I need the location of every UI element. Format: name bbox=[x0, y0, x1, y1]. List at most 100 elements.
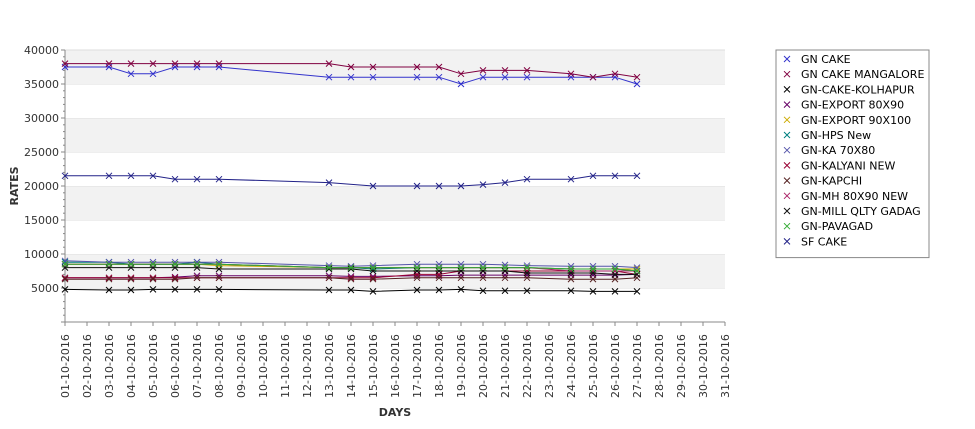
series-sf-cake bbox=[61, 172, 641, 190]
data-point bbox=[171, 275, 179, 283]
x-tick-label: 13-10-2016 bbox=[323, 334, 336, 398]
data-point bbox=[435, 264, 443, 271]
data-point bbox=[369, 275, 377, 283]
data-point bbox=[105, 286, 113, 294]
data-point bbox=[589, 262, 597, 270]
x-tick-label: 26-10-2016 bbox=[609, 334, 622, 398]
data-point bbox=[369, 274, 377, 282]
grid-band bbox=[65, 186, 725, 220]
data-point bbox=[61, 60, 69, 67]
data-point bbox=[523, 73, 531, 81]
data-point bbox=[369, 73, 377, 81]
data-point bbox=[457, 182, 465, 190]
data-point bbox=[501, 67, 509, 74]
legend-box bbox=[775, 49, 930, 259]
y-tick-label: 40000 bbox=[24, 44, 59, 57]
x-tick-label: 05-10-2016 bbox=[147, 334, 160, 398]
x-tick-label: 25-10-2016 bbox=[587, 334, 600, 398]
x-tick-label: 14-10-2016 bbox=[345, 334, 358, 398]
legend-marker bbox=[783, 207, 791, 215]
legend: GN CAKE GN CAKE MANGALORE GN-CAKE-KOLHAPUR… bbox=[775, 49, 930, 259]
data-point bbox=[127, 275, 135, 283]
data-point bbox=[633, 73, 641, 81]
data-point bbox=[501, 179, 509, 186]
data-point bbox=[325, 73, 333, 81]
series-gn-kapchi bbox=[61, 274, 641, 283]
legend-entry: GN-HPS New bbox=[801, 129, 871, 142]
series-line bbox=[64, 260, 638, 269]
data-point bbox=[61, 172, 69, 180]
x-tick-label: 03-10-2016 bbox=[103, 334, 116, 398]
data-point bbox=[105, 172, 113, 180]
x-tick-label: 28-10-2016 bbox=[653, 334, 666, 398]
legend-entry: GN CAKE MANGALORE bbox=[801, 68, 924, 81]
data-point bbox=[457, 286, 465, 293]
data-point bbox=[413, 274, 421, 282]
data-point bbox=[127, 286, 135, 294]
x-tick-label: 30-10-2016 bbox=[697, 334, 710, 398]
data-point bbox=[567, 70, 575, 78]
legend-entry: GN-CAKE-KOLHAPUR bbox=[801, 83, 915, 96]
x-tick-label: 21-10-2016 bbox=[499, 334, 512, 398]
data-point bbox=[501, 264, 509, 271]
data-point bbox=[589, 288, 597, 295]
legend-entry: GN-MH 80X90 NEW bbox=[801, 190, 908, 203]
series-line bbox=[65, 63, 638, 78]
data-point bbox=[413, 73, 421, 81]
data-point bbox=[105, 274, 113, 282]
legend-entry: GN CAKE bbox=[801, 53, 851, 66]
legend-marker bbox=[783, 238, 791, 245]
data-point bbox=[325, 264, 333, 271]
data-point bbox=[171, 274, 179, 282]
data-point bbox=[127, 260, 135, 268]
legend-marker bbox=[783, 86, 791, 93]
data-point bbox=[149, 286, 157, 293]
data-point bbox=[61, 260, 69, 268]
data-point bbox=[457, 80, 465, 88]
data-point bbox=[325, 265, 333, 273]
data-point bbox=[611, 275, 619, 283]
y-tick-label: 10000 bbox=[24, 248, 59, 261]
data-point bbox=[479, 287, 487, 295]
legend-entry: GN-KAPCHI bbox=[801, 175, 862, 188]
x-tick-label: 09-10-2016 bbox=[235, 334, 248, 398]
data-point bbox=[457, 274, 465, 282]
data-point bbox=[435, 73, 443, 81]
data-point bbox=[633, 288, 641, 295]
legend-marker bbox=[783, 131, 791, 139]
data-point bbox=[193, 274, 201, 282]
data-point bbox=[347, 73, 355, 81]
data-point bbox=[193, 60, 201, 67]
x-axis-title: DAYS bbox=[379, 406, 412, 419]
x-tick-label: 10-10-2016 bbox=[257, 334, 270, 398]
data-point bbox=[479, 67, 487, 74]
data-point bbox=[523, 67, 531, 74]
data-point bbox=[215, 286, 223, 293]
x-axis: 01-10-2016 02-10-2016 03-10-2016 04-10-2016… bbox=[59, 321, 732, 398]
data-point bbox=[149, 172, 157, 180]
x-tick-label: 19-10-2016 bbox=[455, 334, 468, 398]
data-point bbox=[501, 73, 509, 81]
data-point bbox=[567, 287, 575, 295]
data-point bbox=[611, 172, 619, 180]
data-point bbox=[369, 182, 377, 190]
data-point bbox=[567, 262, 575, 270]
legend-entry: GN-EXPORT 90X100 bbox=[801, 114, 911, 127]
y-tick-label: 25000 bbox=[24, 146, 59, 159]
data-point bbox=[171, 286, 179, 293]
data-point bbox=[149, 275, 157, 283]
data-point bbox=[435, 286, 443, 294]
legend-marker bbox=[783, 55, 791, 63]
data-point bbox=[567, 265, 575, 273]
data-point bbox=[479, 181, 487, 188]
x-tick-label: 04-10-2016 bbox=[125, 334, 138, 398]
series-line bbox=[65, 267, 637, 275]
data-point bbox=[501, 274, 509, 282]
legend-marker bbox=[783, 222, 791, 230]
series-gn-cake-mangalore bbox=[61, 60, 641, 81]
data-point bbox=[325, 179, 333, 186]
data-point bbox=[149, 274, 157, 282]
data-point bbox=[215, 274, 223, 282]
data-point bbox=[347, 273, 355, 280]
